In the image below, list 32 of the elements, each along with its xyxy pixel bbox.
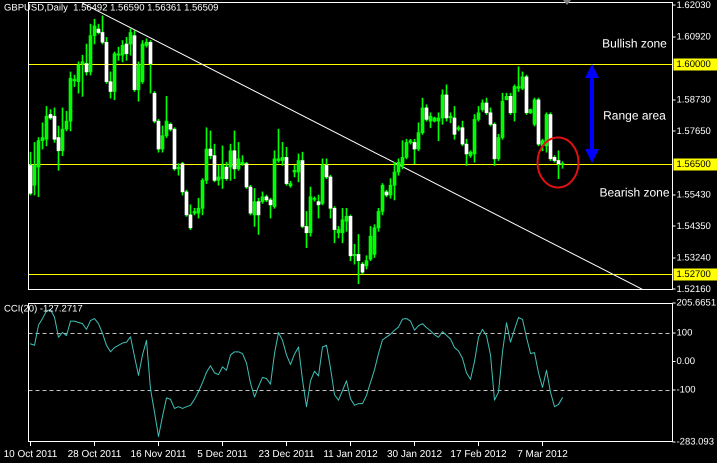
x-tick-label: 17 Feb 2012 <box>450 448 508 460</box>
y-tick-label: 205.6651 <box>676 298 716 309</box>
y-tick-label: -100 <box>676 384 696 396</box>
y-tick-label: 1.62030 <box>676 0 711 11</box>
y-tick-label: 100 <box>676 328 692 339</box>
x-tick-label: 16 Nov 2011 <box>130 448 187 460</box>
x-tick-label: 28 Oct 2011 <box>68 448 122 460</box>
x-tick-label: 23 Dec 2011 <box>258 448 315 460</box>
y-tick-label: 0.00 <box>676 356 695 368</box>
x-tick-label: 30 Jan 2012 <box>386 448 442 460</box>
x-tick-label: 5 Dec 2011 <box>197 448 248 460</box>
annotation: Bearish zone <box>599 185 670 200</box>
y-tick-label: 1.55430 <box>676 190 711 201</box>
ref-line-label: 1.56500 <box>676 159 711 170</box>
y-tick-label: 1.57650 <box>676 126 711 137</box>
y-tick-label: -283.093 <box>676 436 714 448</box>
ref-line-label: 1.60000 <box>676 59 711 70</box>
y-tick-label: 1.60920 <box>676 32 711 43</box>
candlestick <box>176 163 180 176</box>
y-tick-label: 1.53240 <box>676 252 711 264</box>
ref-line-label: 1.52700 <box>676 269 711 280</box>
y-tick-label: 1.54350 <box>676 220 711 232</box>
annotation: Range area <box>603 108 666 122</box>
x-tick-label: 11 Jan 2012 <box>323 448 378 460</box>
y-tick-label: 1.58730 <box>676 94 711 106</box>
candlestick <box>556 150 560 179</box>
x-tick-label: 7 Mar 2012 <box>517 448 568 460</box>
candlestick <box>352 244 356 264</box>
x-tick-label: 10 Oct 2011 <box>4 448 58 460</box>
candlestick <box>356 234 360 284</box>
annotation: Bullish zone <box>602 36 668 50</box>
y-tick-label: 1.52160 <box>676 284 711 295</box>
